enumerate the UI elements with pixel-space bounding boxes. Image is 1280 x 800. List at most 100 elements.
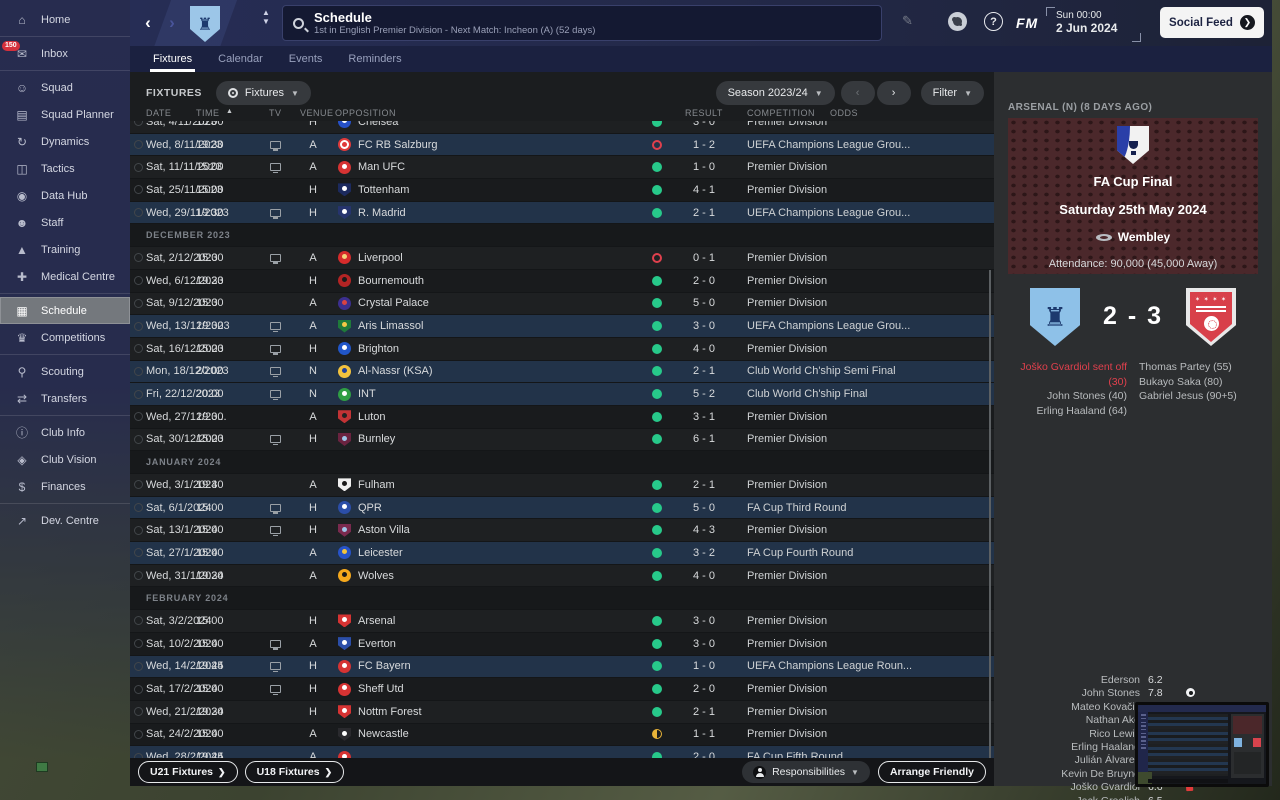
social-feed-button[interactable]: Social Feed ❯ bbox=[1160, 7, 1264, 38]
col-date[interactable]: DATE bbox=[146, 108, 172, 118]
sidebar-item-scouting[interactable]: ⚲ Scouting bbox=[0, 358, 130, 385]
col-result[interactable]: RESULT bbox=[685, 108, 723, 118]
forward-button[interactable]: › bbox=[169, 13, 175, 32]
sidebar-item-schedule[interactable]: ▦ Schedule bbox=[0, 297, 130, 324]
row-select-circle[interactable] bbox=[134, 525, 143, 535]
row-select-circle[interactable] bbox=[134, 321, 143, 331]
row-select-circle[interactable] bbox=[134, 412, 143, 422]
sidebar-item-squad[interactable]: ☺ Squad bbox=[0, 74, 130, 101]
sidebar-item-squad-planner[interactable]: ▤ Squad Planner bbox=[0, 101, 130, 128]
tab-events[interactable]: Events bbox=[288, 53, 323, 65]
next-season-button[interactable]: › bbox=[876, 81, 911, 105]
row-select-circle[interactable] bbox=[134, 729, 143, 739]
row-select-circle[interactable] bbox=[134, 298, 143, 308]
fixture-row[interactable]: Wed, 21/2/2024 19:30 H Nottm Forest 2 - 1 Pre… bbox=[130, 700, 994, 724]
fixture-row[interactable]: Sat, 16/12/2023 15:00 H Brighton 4 - 0 Premie… bbox=[130, 337, 994, 361]
fixture-row[interactable]: Wed, 13/12/2023 19:30 A Aris Limassol 3 - 0 U… bbox=[130, 315, 994, 338]
row-select-circle[interactable] bbox=[134, 661, 143, 671]
fixture-row[interactable]: Sat, 3/2/2024 15:00 H Arsenal 3 - 0 Premier D… bbox=[130, 610, 994, 633]
sidebar-item-competitions[interactable]: ♛ Competitions bbox=[0, 324, 130, 351]
row-select-circle[interactable] bbox=[134, 140, 143, 150]
edit-icon[interactable]: ✎ bbox=[902, 13, 913, 28]
row-select-circle[interactable] bbox=[134, 185, 143, 195]
sidebar-item-club-info[interactable]: ⓘ Club Info bbox=[0, 419, 130, 446]
u21-fixtures-button[interactable]: U21 Fixtures ❯ bbox=[138, 761, 238, 783]
help-icon[interactable]: ? bbox=[984, 12, 1003, 31]
sidebar-item-club-vision[interactable]: ◈ Club Vision bbox=[0, 446, 130, 473]
fixture-row[interactable]: Wed, 8/11/2023 19:30 A FC RB Salzburg 1 - 2 U… bbox=[130, 133, 994, 157]
row-select-circle[interactable] bbox=[134, 276, 143, 286]
row-select-circle[interactable] bbox=[134, 616, 143, 626]
player-rating-row[interactable]: Ederson 6.2 bbox=[1008, 674, 1258, 687]
tab-calendar[interactable]: Calendar bbox=[218, 53, 263, 65]
row-select-circle[interactable] bbox=[134, 121, 143, 127]
fixture-row[interactable]: Sat, 2/12/2023 15:00 A Liverpool 0 - 1 Premie… bbox=[130, 247, 994, 270]
fixture-row[interactable]: Fri, 22/12/2023 20:00 N INT 5 - 2 Club World … bbox=[130, 383, 994, 406]
row-select-circle[interactable] bbox=[134, 253, 143, 263]
fixture-row[interactable]: Sat, 13/1/2024 15:00 H Aston Villa 4 - 3 Prem… bbox=[130, 519, 994, 543]
row-select-circle[interactable] bbox=[134, 503, 143, 513]
col-odds[interactable]: ODDS bbox=[830, 108, 859, 118]
section-chevrons[interactable]: ▲ ▼ bbox=[262, 8, 270, 26]
fixture-row[interactable]: Wed, 29/11/2023 19:30 H R. Madrid 2 - 1 UEFA … bbox=[130, 201, 994, 225]
fixture-row[interactable]: Mon, 18/12/2023 20:00 N Al-Nassr (KSA) 2 - 1… bbox=[130, 360, 994, 384]
sidebar-item-medical-centre[interactable]: ✚ Medical Centre bbox=[0, 263, 130, 290]
col-time[interactable]: TIME bbox=[196, 108, 220, 118]
fixture-row[interactable]: Sat, 24/2/2024 15:00 A Newcastle 1 - 1 Premie… bbox=[130, 723, 994, 747]
sidebar-item-inbox[interactable]: ✉ Inbox 150 bbox=[0, 40, 130, 67]
previous-season-button[interactable]: ‹ bbox=[840, 81, 875, 105]
sidebar-item-dev-centre[interactable]: ↗ Dev. Centre bbox=[0, 507, 130, 534]
row-select-circle[interactable] bbox=[134, 752, 143, 758]
arrange-friendly-button[interactable]: Arrange Friendly bbox=[877, 761, 986, 783]
game-clock[interactable]: Sun 00:00 2 Jun 2024 bbox=[1046, 7, 1142, 42]
fixture-row[interactable]: Sat, 10/2/2024 15:00 A Everton 3 - 0 Premier … bbox=[130, 632, 994, 656]
sidebar-item-transfers[interactable]: ⇄ Transfers bbox=[0, 385, 130, 412]
sidebar-item-training[interactable]: ▲ Training bbox=[0, 236, 130, 263]
row-select-circle[interactable] bbox=[134, 571, 143, 581]
screen-thumbnail[interactable] bbox=[1135, 702, 1269, 787]
sidebar-item-tactics[interactable]: ◫ Tactics bbox=[0, 155, 130, 182]
row-select-circle[interactable] bbox=[134, 548, 143, 558]
col-competition[interactable]: COMPETITION bbox=[747, 108, 815, 118]
season-dropdown[interactable]: Season 2023/24 ▼ bbox=[715, 81, 835, 105]
responsibilities-dropdown[interactable]: Responsibilities ▼ bbox=[742, 761, 870, 783]
sidebar-item-finances[interactable]: $ Finances bbox=[0, 473, 130, 500]
row-select-circle[interactable] bbox=[134, 208, 143, 218]
fixture-row[interactable]: Sat, 11/11/2023 15:00 A Man UFC 1 - 0 Premier… bbox=[130, 156, 994, 180]
row-select-circle[interactable] bbox=[134, 707, 143, 717]
sidebar-item-dynamics[interactable]: ↻ Dynamics bbox=[0, 128, 130, 155]
fixture-row[interactable]: Sat, 25/11/2023 15:00 H Tottenham 4 - 1 Premi… bbox=[130, 179, 994, 202]
u18-fixtures-button[interactable]: U18 Fixtures ❯ bbox=[244, 761, 345, 783]
fixture-row[interactable]: Wed, 14/2/2024 19:45 H FC Bayern 1 - 0 UEFA C… bbox=[130, 655, 994, 679]
row-select-circle[interactable] bbox=[134, 684, 143, 694]
fixture-row[interactable]: Sat, 4/11/2023 15:00 H Chelsea 3 - 0 Premier … bbox=[130, 121, 994, 134]
fa-cup-final-card[interactable]: FA Cup Final Saturday 25th May 2024 Wemb… bbox=[1008, 118, 1258, 274]
player-rating-row[interactable]: Jack Grealish 6.5 bbox=[1008, 795, 1258, 800]
fixture-row[interactable]: Wed, 31/1/2024 19:30 A Wolves 4 - 0 Premier D… bbox=[130, 564, 994, 588]
col-opposition[interactable]: OPPOSITION bbox=[335, 108, 397, 118]
sidebar-item-home[interactable]: ⌂ Home bbox=[0, 6, 130, 33]
player-rating-row[interactable]: John Stones 7.8 bbox=[1008, 687, 1258, 700]
row-select-circle[interactable] bbox=[134, 480, 143, 490]
fixture-row[interactable]: Sat, 9/12/2023 15:00 A Crystal Palace 5 - 0 P… bbox=[130, 292, 994, 316]
view-selector-dropdown[interactable]: Fixtures ▼ bbox=[215, 81, 311, 105]
fixture-row[interactable]: Sat, 30/12/2023 15:00 H Burnley 6 - 1 Premier… bbox=[130, 428, 994, 452]
club-crest-icon[interactable]: ♜ bbox=[190, 6, 220, 42]
row-select-circle[interactable] bbox=[134, 434, 143, 444]
fixture-row[interactable]: Sat, 27/1/2024 15:00 A Leicester 3 - 2 FA Cup… bbox=[130, 542, 994, 565]
fixture-row[interactable]: Wed, 3/1/2024 19:30 A Fulham 2 - 1 Premier Di… bbox=[130, 474, 994, 497]
col-venue[interactable]: VENUE bbox=[300, 108, 334, 118]
search-input[interactable]: Schedule 1st in English Premier Division… bbox=[282, 5, 882, 41]
row-select-circle[interactable] bbox=[134, 389, 143, 399]
sidebar-item-data-hub[interactable]: ◉ Data Hub bbox=[0, 182, 130, 209]
sidebar-item-staff[interactable]: ☻ Staff bbox=[0, 209, 130, 236]
row-select-circle[interactable] bbox=[134, 162, 143, 172]
col-tv[interactable]: TV bbox=[269, 108, 282, 118]
fixture-row[interactable]: Wed, 6/12/2023 19:30 H Bournemouth 2 - 0 Prem… bbox=[130, 269, 994, 293]
back-button[interactable]: ‹ bbox=[145, 13, 151, 32]
tab-reminders[interactable]: Reminders bbox=[348, 53, 402, 65]
fixture-row[interactable]: Sat, 6/1/2024 15:00 H QPR 5 - 0 FA Cup Third … bbox=[130, 496, 994, 520]
filter-dropdown[interactable]: Filter ▼ bbox=[920, 81, 984, 105]
vertical-scrollbar[interactable] bbox=[989, 270, 991, 758]
fixture-row[interactable]: Wed, 28/2/2024 19:45 A 2 - 0 FA Cup Fifth Ro… bbox=[130, 746, 994, 758]
